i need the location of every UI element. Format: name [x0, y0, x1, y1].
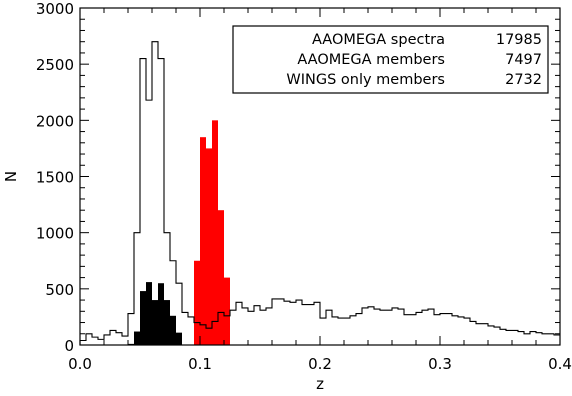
- x-tick-label-1: 0.1: [188, 355, 212, 373]
- legend-entry-aaomega-spectra: AAOMEGA spectra: [312, 32, 445, 48]
- histogram-bar-2-16: [176, 332, 182, 345]
- x-tick-label-4: 0.4: [548, 355, 572, 373]
- histogram-bar-2-12: [152, 300, 158, 345]
- y-tick-label-2: 1000: [36, 225, 74, 243]
- histogram-bar-2-14: [164, 300, 170, 345]
- bars-layer: [128, 120, 230, 345]
- y-tick-label-6: 3000: [36, 0, 74, 18]
- histogram-bar-2-15: [170, 315, 176, 345]
- histogram-bar-2-13: [158, 283, 164, 345]
- legend-box: AAOMEGA spectra 17985 AAOMEGA members 74…: [232, 25, 549, 94]
- y-tick-label-3: 1500: [36, 169, 74, 187]
- y-tick-label-4: 2000: [36, 112, 74, 130]
- histogram-bar-2-11: [146, 282, 152, 345]
- histogram-bar-1-19: [194, 260, 200, 345]
- histogram-bar-1-20: [200, 137, 206, 345]
- x-tick-label-2: 0.2: [308, 355, 332, 373]
- legend-frame: [232, 25, 549, 94]
- y-tick-label-5: 2500: [36, 56, 74, 74]
- legend-count-wings-only-members: 2732: [505, 72, 542, 88]
- histogram-bar-1-24: [224, 277, 230, 345]
- y-tick-label-0: 0: [64, 337, 74, 355]
- histogram-bar-1-23: [218, 210, 224, 345]
- y-tick-label-1: 500: [45, 281, 74, 299]
- legend-entry-wings-only-members: WINGS only members: [286, 72, 445, 88]
- x-axis-label: z: [316, 375, 324, 393]
- legend-count-aaomega-members: 7497: [505, 52, 542, 68]
- x-tick-label-0: 0.0: [68, 355, 92, 373]
- y-axis-label: N: [2, 171, 20, 182]
- histogram-bar-2-9: [134, 331, 140, 345]
- histogram-bar-2-10: [140, 291, 146, 345]
- histogram-bar-1-22: [212, 120, 218, 345]
- ticks-layer: 0.0 0.1 0.2 0.3 0.4 0 500 1000 1500 2000 2500 3000: [36, 0, 572, 373]
- x-tick-label-3: 0.3: [428, 355, 452, 373]
- legend-entry-aaomega-members: AAOMEGA members: [297, 52, 445, 68]
- outline-layer: [79, 41, 560, 345]
- histogram-bar-1-21: [206, 148, 212, 345]
- histogram-outline-0: [79, 41, 560, 345]
- legend-count-aaomega-spectra: 17985: [496, 32, 542, 48]
